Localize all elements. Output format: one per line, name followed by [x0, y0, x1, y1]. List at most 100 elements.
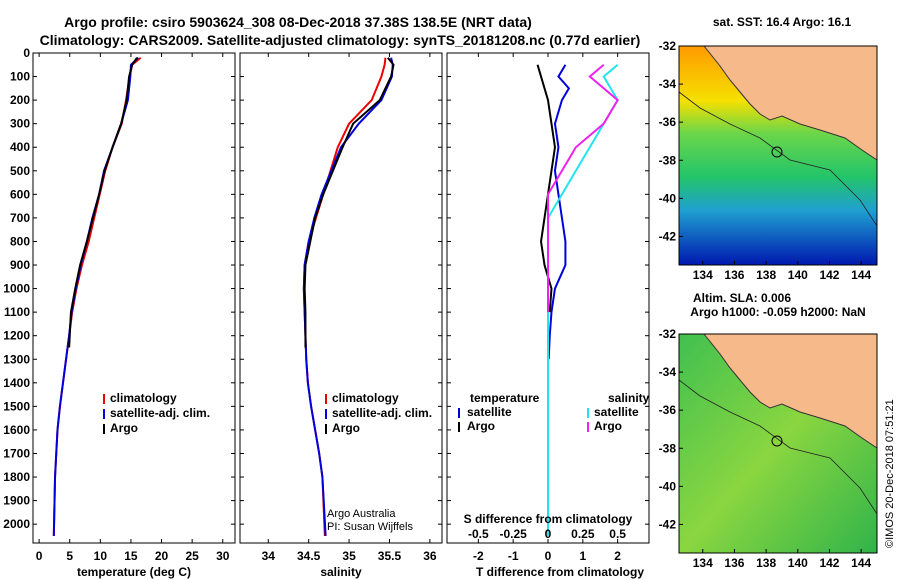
x-axis-label-secondary: S difference from climatology — [464, 512, 633, 526]
y-tick-label: 500 — [10, 164, 30, 178]
lat-tick-label: -40 — [659, 191, 677, 205]
x-tick-label: 0 — [36, 549, 43, 563]
sst-map-coastline — [703, 45, 878, 161]
lat-tick-label: -32 — [659, 39, 677, 53]
legend-label: satellite — [594, 405, 639, 419]
lon-tick-label: 136 — [724, 268, 744, 282]
y-tick-label: 1000 — [3, 282, 30, 296]
sst-map-shelf-contour — [678, 91, 878, 227]
sst-map-title: sat. SST: 16.4 Argo: 16.1 — [713, 15, 852, 29]
y-tick-label: 2000 — [3, 517, 30, 531]
legend-label: Argo — [332, 421, 360, 435]
series-argo — [547, 64, 619, 313]
sla-map-shelf-contour — [678, 379, 878, 515]
x-tick-label: 30 — [216, 549, 230, 563]
y-tick-label: 1800 — [3, 470, 30, 484]
x-tick-label: -2 — [473, 549, 484, 563]
series-argo — [68, 57, 138, 348]
sst-map-argo-marker — [771, 146, 783, 158]
x-tick-label: 25 — [185, 549, 199, 563]
x-tick-label: 5 — [66, 549, 73, 563]
y-tick-label: 0 — [23, 46, 30, 60]
x-axis-label: temperature (deg C) — [77, 565, 191, 579]
legend-label: satellite-adj. clim. — [332, 406, 432, 420]
sla-map: Altim. SLA: 0.006 Argo h1000: -0.059 h20… — [659, 291, 878, 570]
lon-tick-label: 140 — [788, 556, 808, 570]
x-tick-label: 0 — [545, 549, 552, 563]
sst-map: sat. SST: 16.4 Argo: 16.1 134 136 138 140 14… — [659, 15, 878, 282]
lat-tick-label: -34 — [659, 365, 677, 379]
y-tick-label: 1200 — [3, 329, 30, 343]
x-tick-label-secondary: -0.5 — [468, 527, 489, 541]
x-tick-label: -1 — [508, 549, 519, 563]
sla-map-coastline — [703, 333, 878, 449]
sla-map-argo-marker — [771, 435, 783, 447]
y-tick-label: 900 — [10, 258, 30, 272]
legend-label: Argo — [467, 419, 495, 433]
lat-tick-label: -42 — [659, 229, 677, 243]
lon-tick-label: 138 — [756, 268, 776, 282]
y-tick-label: 200 — [10, 93, 30, 107]
x-tick-label: 15 — [124, 549, 138, 563]
y-tick-label: 800 — [10, 234, 30, 248]
y-tick-label: 700 — [10, 211, 30, 225]
y-tick-label: 300 — [10, 117, 30, 131]
lat-tick-label: -36 — [659, 115, 677, 129]
x-tick-label: 35.5 — [378, 549, 402, 563]
lat-tick-label: -36 — [659, 403, 677, 417]
lon-tick-label: 140 — [788, 268, 808, 282]
series-satellite — [547, 64, 571, 360]
series-argo — [536, 64, 556, 313]
imos-credit: ©IMOS 20-Dec-2018 07:51:21 — [884, 399, 896, 548]
lon-tick-label: 136 — [724, 556, 744, 570]
y-tick-label: 1600 — [3, 423, 30, 437]
sla-map-frame — [678, 333, 878, 554]
lat-tick-label: -32 — [659, 327, 677, 341]
plot-frame — [239, 52, 443, 544]
x-tick-label: 35 — [342, 549, 356, 563]
lon-tick-label: 144 — [851, 268, 871, 282]
x-tick-label: 1 — [579, 549, 586, 563]
x-tick-label: 36 — [423, 549, 437, 563]
legend-label: satellite-adj. clim. — [110, 406, 210, 420]
x-tick-label: 20 — [155, 549, 169, 563]
credit-pi: PI: Susan Wijffels — [327, 521, 413, 533]
x-tick-label: 34.5 — [297, 549, 321, 563]
legend-label: climatology — [110, 391, 177, 405]
y-tick-label: 1400 — [3, 376, 30, 390]
lat-tick-label: -38 — [659, 441, 677, 455]
legend-label: Argo — [594, 419, 622, 433]
y-tick-label: 1500 — [3, 399, 30, 413]
lat-tick-label: -40 — [659, 479, 677, 493]
lon-tick-label: 138 — [756, 556, 776, 570]
legend-title-salinity: salinity — [608, 391, 650, 405]
lon-tick-label: 142 — [819, 268, 839, 282]
series-argo — [303, 57, 395, 348]
sst-map-frame — [678, 45, 878, 266]
y-tick-label: 1700 — [3, 446, 30, 460]
x-tick-label-secondary: -0.25 — [499, 527, 527, 541]
figure-title-line1: Argo profile: csiro 5903624_308 08-Dec-2… — [64, 14, 532, 30]
y-tick-label: 600 — [10, 187, 30, 201]
sla-map-land — [704, 334, 877, 448]
lon-tick-label: 134 — [693, 556, 713, 570]
panel-temperature: 0100200300400500600700800900100011001200… — [3, 46, 236, 579]
sla-map-title-line1: Altim. SLA: 0.006 — [693, 291, 791, 305]
figure-title-line2: Climatology: CARS2009. Satellite-adjuste… — [40, 32, 641, 48]
x-tick-label-secondary: 0 — [545, 527, 552, 541]
legend-label: Argo — [110, 421, 138, 435]
y-tick-label: 1300 — [3, 352, 30, 366]
lon-tick-label: 144 — [851, 556, 871, 570]
y-tick-label: 1100 — [4, 305, 30, 319]
legend-label: climatology — [332, 391, 399, 405]
x-tick-label: 10 — [94, 549, 108, 563]
sla-map-title-line2: Argo h1000: -0.059 h2000: NaN — [690, 305, 865, 319]
lat-tick-label: -34 — [659, 77, 677, 91]
lon-tick-label: 134 — [693, 268, 713, 282]
legend-label: satellite — [467, 405, 512, 419]
x-tick-label-secondary: 0.5 — [609, 527, 626, 541]
plot-frame — [32, 52, 236, 544]
credit-argo: Argo Australia — [327, 508, 396, 520]
lat-tick-label: -42 — [659, 517, 677, 531]
